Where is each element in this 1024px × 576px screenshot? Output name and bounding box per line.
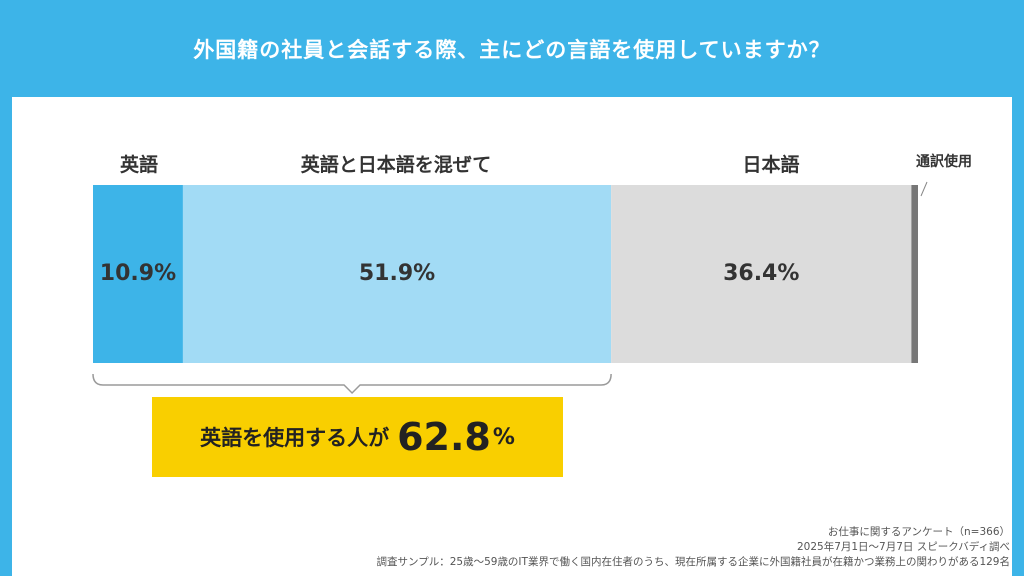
category-label-english: 英語	[119, 154, 159, 176]
chart-title: 外国籍の社員と会話する際、主にどの言語を使用していますか？	[193, 37, 831, 62]
callout-box: 英語を使用する人が 62.8 %	[152, 397, 563, 477]
interpreter-leader-line	[920, 181, 928, 197]
callout-value: 62.8	[397, 415, 491, 459]
footnote-sample: 調査サンプル：25歳〜59歳のIT業界で働く国内在住者のうち、現在所属する企業に…	[376, 556, 1010, 568]
category-label-interpreter: 通訳使用	[916, 154, 972, 170]
value-label-english: 10.9%	[100, 261, 176, 286]
callout-unit: %	[492, 424, 515, 450]
footnote-period: 2025年7月1日〜7月7日 スピークバディ調べ	[796, 541, 1010, 553]
bar-segment-mixed	[182, 185, 612, 363]
bracket-english-mixed	[92, 373, 612, 395]
bar-segment-english	[93, 185, 183, 363]
bar-segment-japanese	[611, 185, 912, 363]
bar-segment-interpreter	[911, 185, 918, 363]
callout-lead-text: 英語を使用する人が	[200, 426, 390, 450]
footnote-survey-name: お仕事に関するアンケート（n=366）	[827, 526, 1010, 538]
value-label-mixed: 51.9%	[359, 261, 435, 286]
category-label-mixed: 英語と日本語を混ぜて	[300, 154, 492, 176]
value-label-japanese: 36.4%	[723, 261, 799, 286]
category-label-japanese: 日本語	[742, 154, 800, 176]
